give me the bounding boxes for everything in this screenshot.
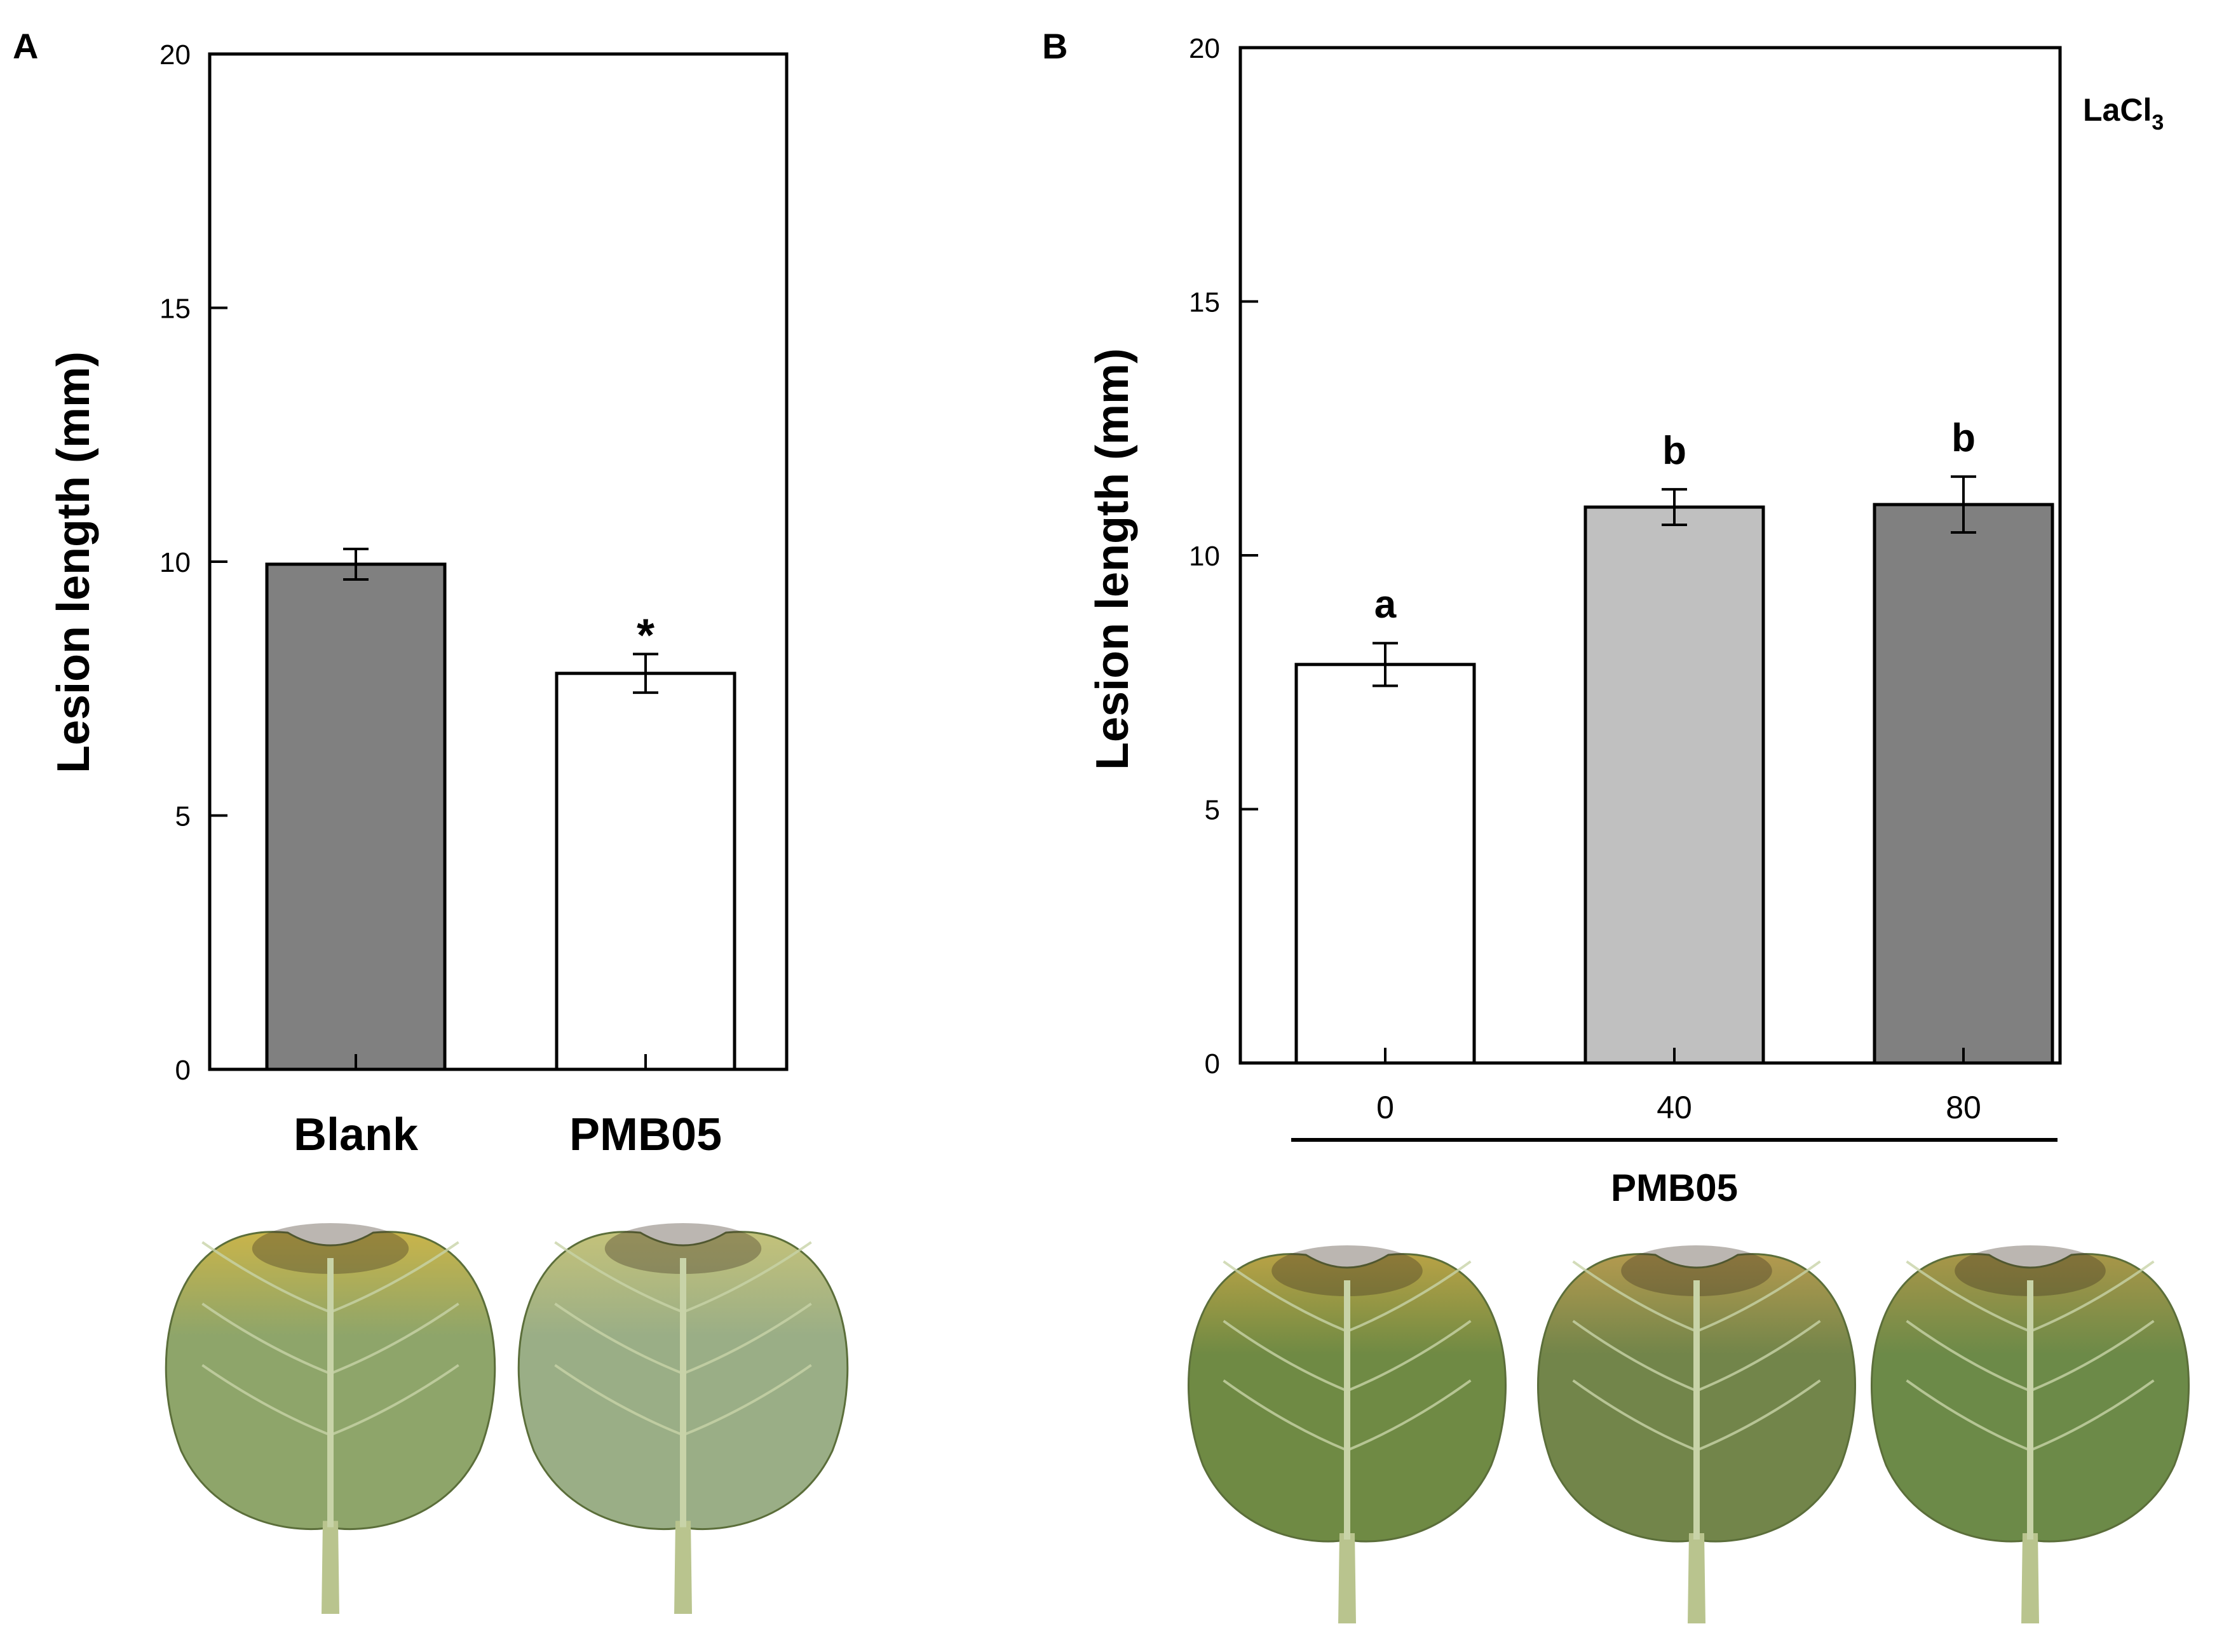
leaf-vein [1572,1320,1697,1392]
y-tick-label: 15 [1189,287,1220,318]
leaf-vein [682,1241,812,1313]
leaf-vein [554,1303,684,1375]
leaf-vein [554,1364,684,1437]
leaf-photos [1188,1245,2190,1623]
y-tick-label: 20 [1189,33,1220,64]
y-tick-label: 0 [1205,1048,1220,1080]
leaf-vein [330,1303,459,1375]
leaf-stem [322,1520,339,1614]
lesion-area [1955,1245,2106,1296]
leaf-photo [517,1223,849,1614]
leaf-photo [1537,1245,1856,1623]
y-tick-label: 15 [159,294,191,325]
panel-a: A Lesion length (mm) 0 5 10 15 20 * Blank PMB… [13,26,849,1614]
x-tick-label: 80 [1946,1090,1981,1125]
bar [555,672,736,1071]
bar [1873,503,2054,1065]
y-axis-label: Lesion length (mm) [1087,348,1138,770]
lesion-area [604,1223,762,1274]
leaf-stem [674,1520,692,1614]
leaf-vein [554,1241,684,1313]
significance-label: b [1662,429,1686,473]
leaf-vein [2030,1379,2155,1452]
leaf-vein [201,1364,331,1437]
leaf-vein [201,1303,331,1375]
y-axis: 0 5 10 15 20 [1189,33,1258,1080]
y-axis: 0 5 10 15 20 [159,39,227,1086]
leaf-photo [1871,1245,2190,1623]
x-axis: 0 40 80 [1376,1048,1981,1125]
lesion-area [1271,1245,1423,1296]
x-tick-label: Blank [294,1109,419,1160]
lesion-area [252,1223,409,1274]
bar [1583,505,1765,1065]
y-tick-label: 0 [175,1055,191,1086]
leaf-vein [330,1364,459,1437]
leaf-photo [1188,1245,1507,1623]
leaf-vein [2030,1260,2155,1333]
leaf-vein [1572,1379,1697,1452]
leaf-vein [1696,1260,1821,1333]
significance-label: b [1951,416,1976,460]
leaf-vein [1223,1260,1348,1333]
leaf-vein [1346,1320,1472,1392]
x-axis: Blank PMB05 [294,1054,722,1160]
leaf-vein [1223,1379,1348,1452]
leaf-vein [330,1241,459,1313]
leaf-vein [682,1364,812,1437]
y-tick-label: 10 [159,547,191,578]
leaf-vein [2030,1320,2155,1392]
x-axis-label: PMB05 [1611,1167,1738,1209]
panel-letter: B [1042,26,1068,66]
y-tick-label: 20 [159,39,191,71]
inset-label: LaCl3 [2083,92,2164,135]
x-tick-label: 0 [1376,1090,1394,1125]
leaf-stem [1338,1533,1356,1623]
leaf-photos [165,1223,849,1614]
y-tick-label: 5 [1205,795,1220,826]
leaf-vein [1572,1260,1697,1333]
leaf-vein [1346,1379,1472,1452]
leaf-stem [2021,1533,2039,1623]
leaf-vein [682,1303,812,1375]
leaf-photo [165,1223,496,1614]
y-tick-label: 5 [175,801,191,832]
panel-letter: A [13,26,38,66]
bar [265,562,447,1071]
leaf-vein [1696,1320,1821,1392]
leaf-vein [1906,1260,2031,1333]
y-tick-label: 10 [1189,541,1220,572]
leaf-vein [201,1241,331,1313]
bar [1294,663,1476,1065]
significance-label: * [637,610,654,661]
x-tick-label: PMB05 [569,1109,722,1160]
bar-series: * [265,548,736,1071]
plot-frame [1238,46,2062,1065]
x-tick-label: 40 [1657,1090,1692,1125]
lesion-area [1621,1245,1772,1296]
leaf-vein [1906,1379,2031,1452]
leaf-vein [1696,1379,1821,1452]
significance-label: a [1374,583,1397,626]
plot-frame [208,52,789,1071]
leaf-vein [1223,1320,1348,1392]
leaf-stem [1688,1533,1705,1623]
bar-series: a b b [1294,416,2054,1065]
leaf-vein [1906,1320,2031,1392]
y-axis-label: Lesion length (mm) [48,351,99,773]
leaf-vein [1346,1260,1472,1333]
